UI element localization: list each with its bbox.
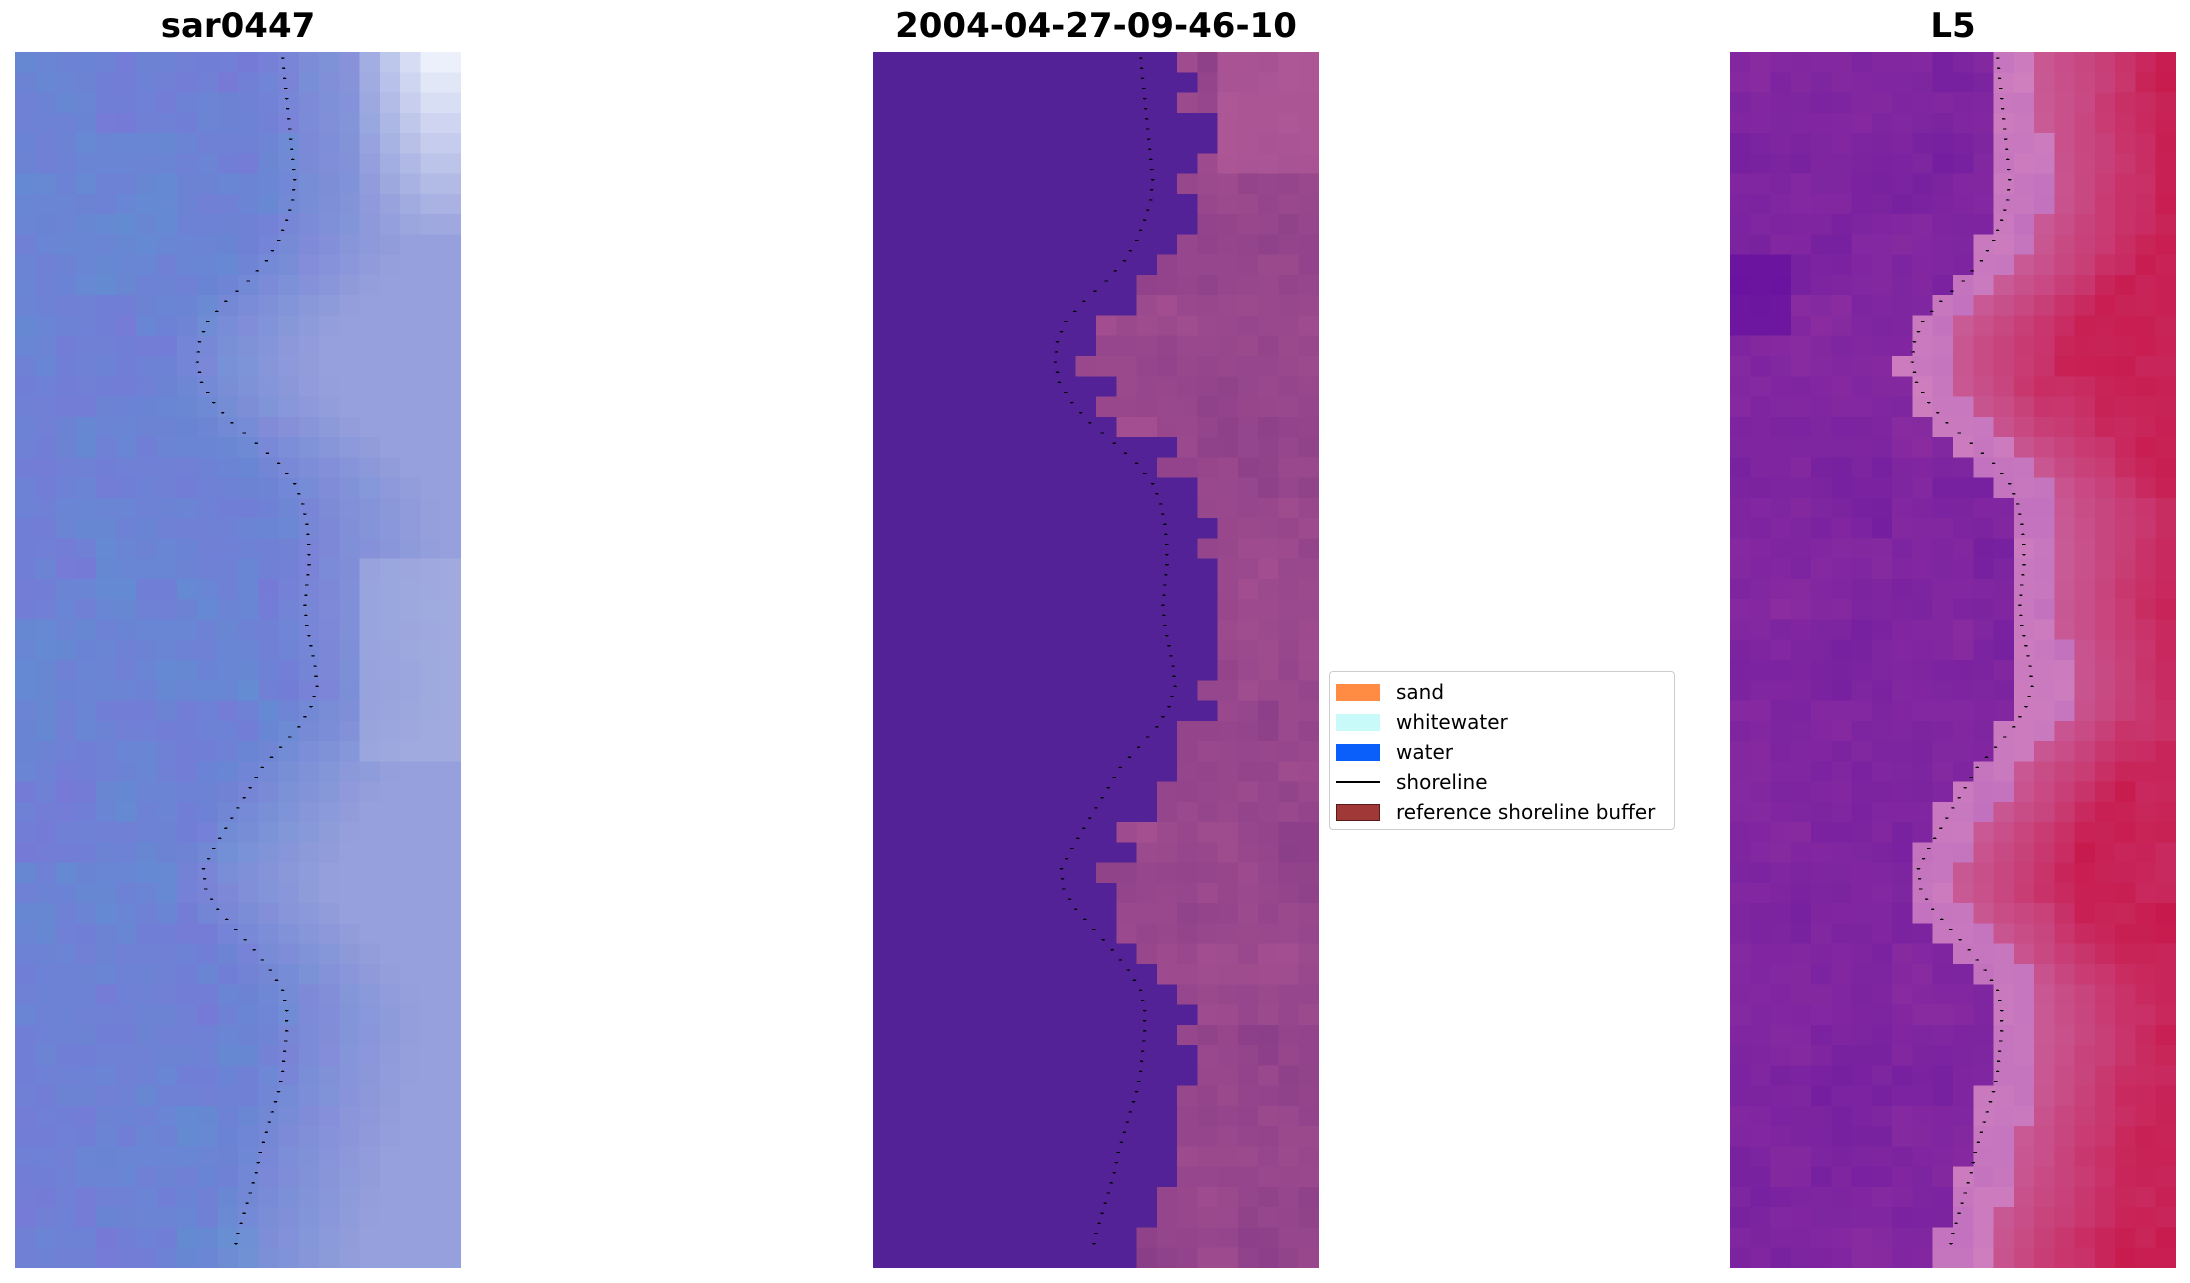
legend-item-reference-buffer: reference shoreline buffer [1336,797,1655,827]
classified-image-panel [873,52,1319,1268]
legend-item-shoreline: shoreline [1336,767,1488,797]
legend-label: sand [1396,680,1445,704]
legend-label: reference shoreline buffer [1396,800,1656,824]
rgb-image-panel [15,52,461,1268]
shoreline-line-icon [1336,781,1380,783]
whitewater-swatch [1336,713,1380,731]
water-index-panel [1730,52,2176,1268]
shoreline-dots [1053,57,1177,1245]
panel-title-satellite: L5 [1930,6,1976,46]
shoreline-dots [1910,57,2034,1245]
shoreline-dots [195,57,319,1245]
legend-label: water [1396,740,1453,764]
rgb-image [15,52,461,1268]
sand-swatch [1336,683,1380,701]
legend-label: shoreline [1396,770,1488,794]
panel-title-image-name: sar0447 [160,6,316,46]
legend: sand whitewater water shoreline referenc… [1329,671,1675,830]
panel-title-date: 2004-04-27-09-46-10 [895,6,1297,46]
classified-image [873,52,1319,1268]
legend-item-sand: sand [1336,677,1444,707]
legend-label: whitewater [1396,710,1508,734]
reference-buffer-swatch [1336,803,1380,821]
legend-item-whitewater: whitewater [1336,707,1508,737]
water-index-image [1730,52,2176,1268]
legend-item-water: water [1336,737,1453,767]
water-swatch [1336,743,1380,761]
